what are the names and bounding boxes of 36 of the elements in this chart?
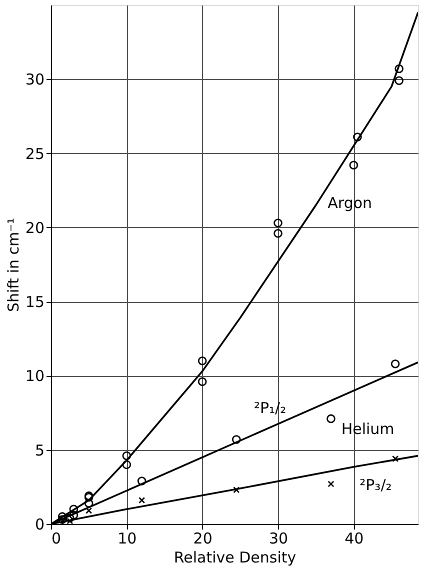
x-tick-label: 10 [118,530,137,548]
x-tick-label: 0 [52,530,62,548]
point [232,435,241,444]
y-tick-label: 20 [25,218,44,237]
point [328,480,334,488]
y-tick-label: 30 [25,70,44,89]
point [137,476,146,486]
point [138,496,146,504]
x-tick-label: 30 [268,530,288,548]
x-tick-label: 20 [193,530,212,548]
y-axis-title: Shift in cm⁻¹ [4,218,22,312]
point [394,64,404,74]
y-tick-label: 15 [25,293,44,312]
point [122,460,132,470]
point [392,455,399,462]
point [274,228,282,238]
point [198,377,207,386]
point [233,486,240,494]
y-tick-label: 5 [34,441,44,460]
point [198,356,207,366]
point [353,132,362,142]
point [274,218,282,228]
point [69,510,78,520]
y-tick-label: 10 [25,367,44,386]
x-axis-title: Relative Density [174,548,296,566]
series-label: ²P₃/₂ [360,476,392,494]
point [394,76,404,86]
y-tick-label: 0 [34,516,44,534]
x-tick-label: 40 [344,530,364,548]
point [390,359,400,368]
point [122,451,132,460]
point [326,414,336,424]
y-tick-label: 25 [25,144,44,163]
point [86,507,92,514]
point [69,504,78,514]
point [349,160,358,170]
